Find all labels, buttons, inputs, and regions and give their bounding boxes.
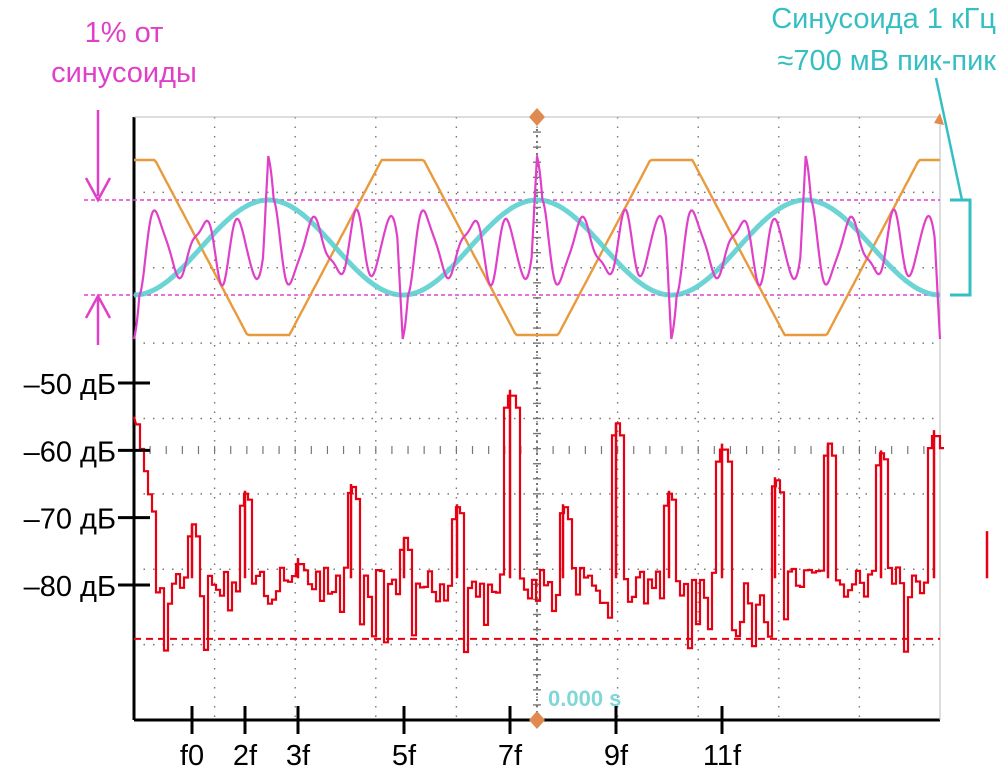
corner-marker xyxy=(934,113,944,125)
y-tick-label: –80 дБ xyxy=(24,571,116,603)
annotation-graphics xyxy=(84,77,972,345)
distortion-trace xyxy=(132,155,942,340)
amplitude-leader-line xyxy=(934,77,964,201)
traces xyxy=(84,155,989,654)
trigger-marker-top xyxy=(529,108,545,126)
axis-labels: –50 дБ –60 дБ –70 дБ –80 дБ f0 2f 3f 5f 7f 9f 11f xyxy=(24,369,742,771)
x-tick-label: 5f xyxy=(392,740,417,771)
spectrum-trace xyxy=(132,394,944,654)
time-readout: 0.000 s xyxy=(548,686,621,711)
up-arrow-head xyxy=(84,293,112,319)
trigger-marker-bottom xyxy=(529,711,545,729)
y-tick-label: –50 дБ xyxy=(24,369,116,401)
sine-note-line1: Синусоида 1 кГц xyxy=(771,3,996,35)
x-tick-label: 9f xyxy=(604,740,629,771)
sine-note-line2: ≈700 мВ пик-пик xyxy=(777,45,996,77)
x-tick-label: 11f xyxy=(703,740,742,771)
x-tick-label: f0 xyxy=(180,740,204,771)
amplitude-bracket xyxy=(950,198,972,297)
x-tick-label: 3f xyxy=(286,740,311,771)
x-tick-label: 7f xyxy=(498,740,523,771)
triangle-trace xyxy=(134,158,940,337)
markers xyxy=(529,108,944,729)
distortion-note-line2: синусоиды xyxy=(51,57,197,89)
sine-trace xyxy=(133,197,941,298)
distortion-note-line1: 1% от xyxy=(85,17,164,49)
graticule xyxy=(133,116,940,720)
y-tick-label: –60 дБ xyxy=(24,436,116,468)
y-tick-label: –70 дБ xyxy=(24,504,116,536)
down-arrow-head xyxy=(84,177,112,203)
x-tick-label: 2f xyxy=(233,740,258,771)
